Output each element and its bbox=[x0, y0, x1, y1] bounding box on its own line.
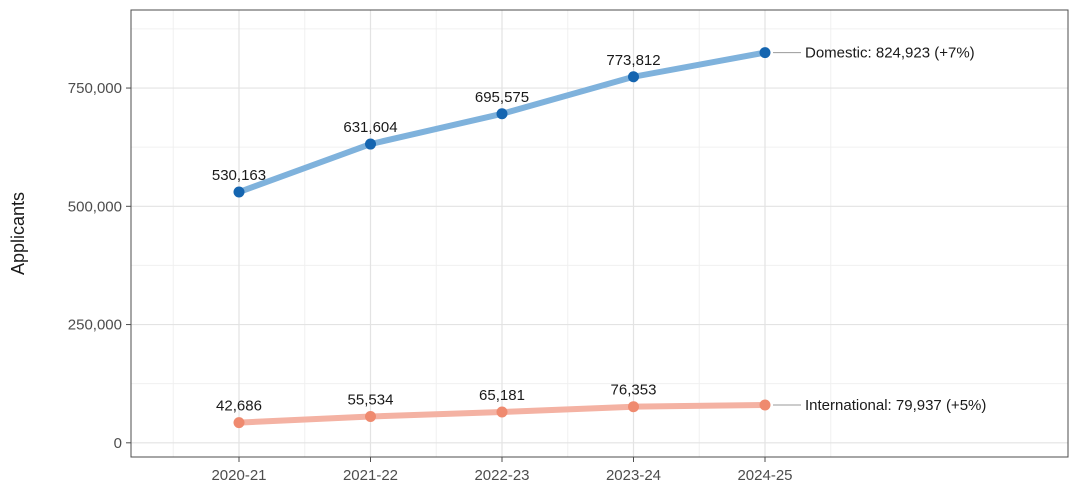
domestic-data-point bbox=[628, 71, 639, 83]
domestic-data-point bbox=[365, 138, 376, 150]
x-tick-label: 2024-25 bbox=[737, 467, 792, 484]
y-tick-label: 500,000 bbox=[68, 198, 122, 215]
y-axis-label: Applicants bbox=[8, 192, 28, 275]
labels: 530,163 631,604 695,575 773,812 Domestic: 82… bbox=[212, 45, 986, 415]
international-data-point bbox=[233, 417, 245, 429]
domestic-end-label: Domestic: 824,923 (+7%) bbox=[805, 45, 975, 62]
domestic-data-point bbox=[496, 108, 508, 120]
grid bbox=[131, 10, 1068, 457]
domestic-data-label: 773,812 bbox=[606, 52, 660, 69]
international-data-label: 55,534 bbox=[348, 392, 394, 409]
y-tick-label: 250,000 bbox=[68, 317, 122, 334]
axes: 0 250,000 500,000 750,000 2020-21 2021-22 2022… bbox=[68, 80, 793, 484]
domestic-data-point bbox=[759, 47, 771, 59]
x-tick-label: 2021-22 bbox=[343, 467, 398, 484]
domestic-data-point bbox=[233, 186, 245, 198]
international-end-label: International: 79,937 (+5%) bbox=[805, 397, 986, 414]
international-data-label: 42,686 bbox=[216, 398, 262, 415]
international-data-point bbox=[759, 399, 771, 411]
x-tick-label: 2023-24 bbox=[606, 467, 661, 484]
international-data-label: 76,353 bbox=[611, 382, 657, 399]
x-tick-label: 2020-21 bbox=[211, 467, 266, 484]
international-data-point bbox=[496, 406, 508, 418]
y-tick-label: 0 bbox=[114, 435, 122, 452]
y-tick-label: 750,000 bbox=[68, 80, 122, 97]
panel-border bbox=[130, 9, 1069, 458]
x-tick-label: 2022-23 bbox=[474, 467, 529, 484]
international-data-label: 65,181 bbox=[479, 387, 525, 404]
international-data-point bbox=[628, 401, 639, 413]
domestic-data-label: 631,604 bbox=[343, 119, 397, 136]
domestic-data-label: 530,163 bbox=[212, 167, 266, 184]
international-data-point bbox=[365, 411, 376, 423]
domestic-data-label: 695,575 bbox=[475, 89, 529, 106]
series bbox=[233, 47, 771, 429]
